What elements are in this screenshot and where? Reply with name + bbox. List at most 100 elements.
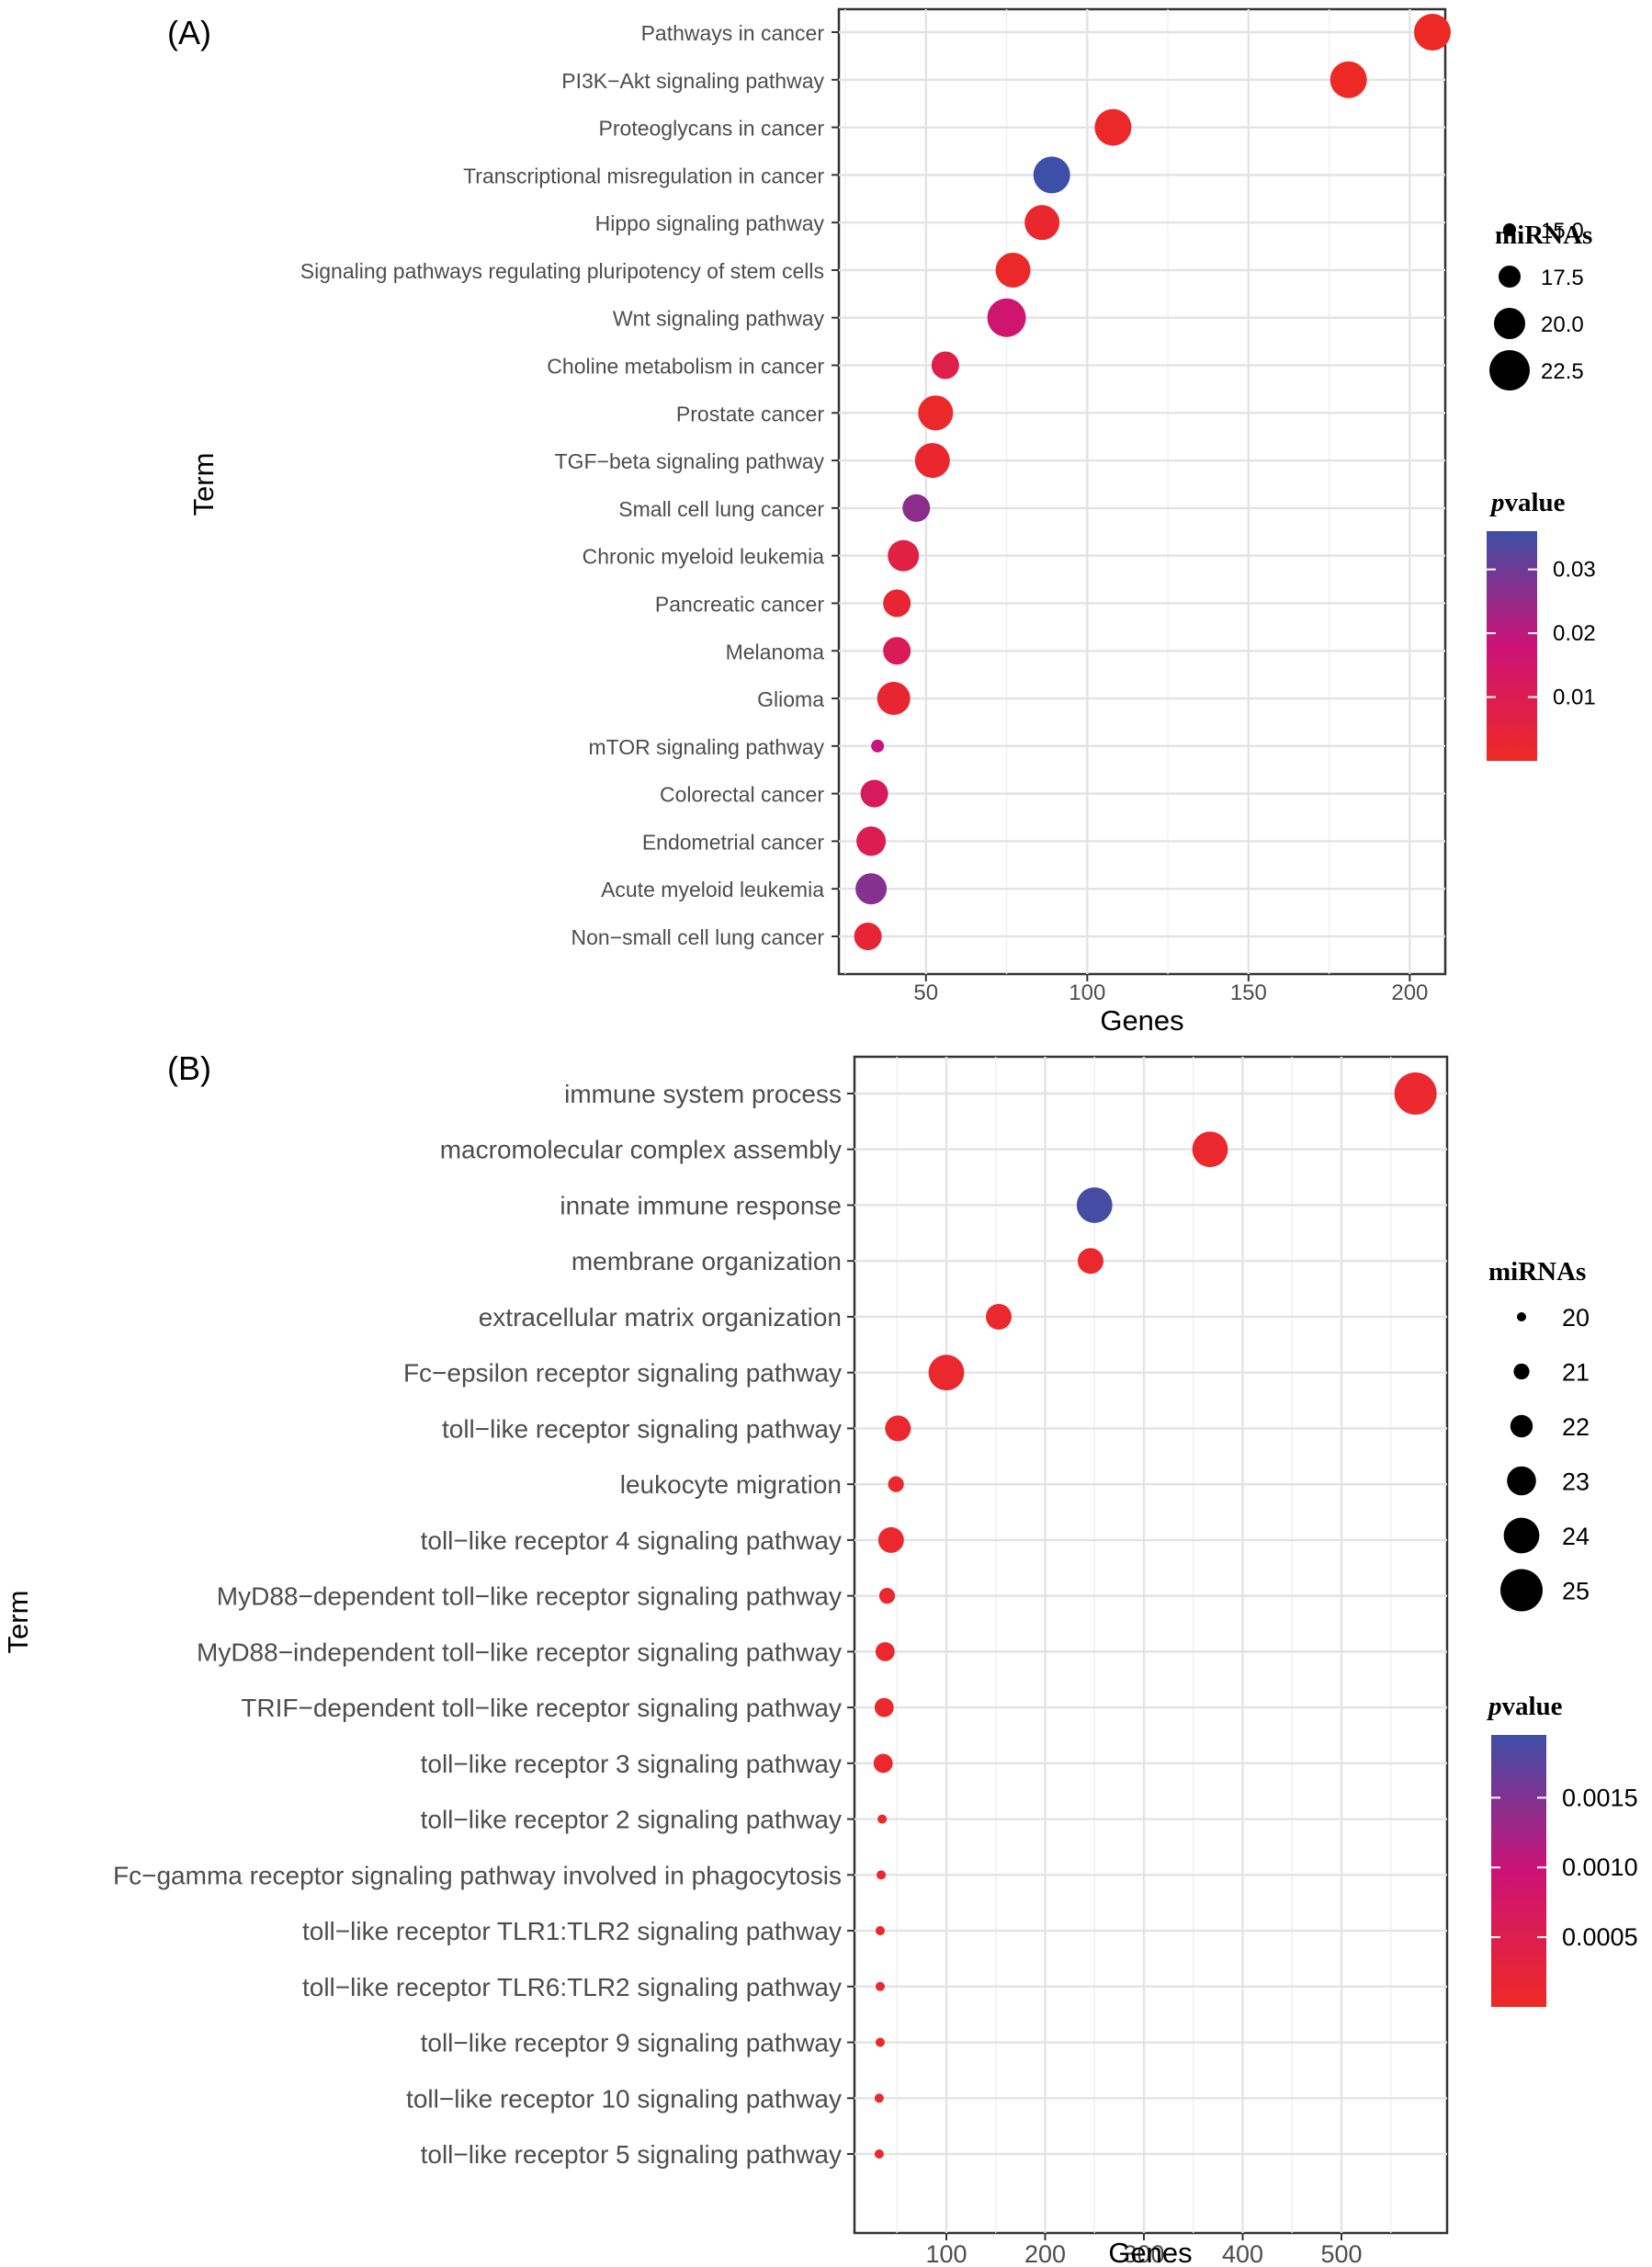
- data-point: [885, 1415, 911, 1442]
- size-legend-label: 20.0: [1541, 312, 1584, 337]
- panel-a-colorbar: [1487, 531, 1537, 761]
- term-label: PI3K−Akt signaling pathway: [561, 69, 824, 93]
- data-point: [987, 298, 1026, 337]
- panel-a: (A) 50 100 150 200 Pathways in cancer PI3K−A…: [167, 7, 1596, 1037]
- panel-a-color-legend: pvalue 0.01 0.02 0.03: [1487, 488, 1596, 761]
- term-label: toll−like receptor 3 signaling pathway: [421, 1750, 842, 1778]
- data-point: [888, 1476, 904, 1492]
- x-tick-label: 300: [1123, 2240, 1164, 2267]
- panel-a-x-axis-title: Genes: [1100, 1004, 1183, 1037]
- x-tick-label: 100: [925, 2240, 967, 2267]
- data-point: [1394, 1072, 1437, 1115]
- term-label: toll−like receptor 2 signaling pathway: [421, 1806, 842, 1834]
- term-label: mTOR signaling pathway: [588, 735, 824, 759]
- term-label: membrane organization: [571, 1247, 842, 1275]
- panel-b-x-ticks: 100 200 300 400 500: [847, 1093, 1363, 2267]
- term-label: Endometrial cancer: [642, 830, 824, 854]
- data-point: [874, 1697, 894, 1717]
- term-label: toll−like receptor TLR6:TLR2 signaling p…: [302, 1973, 842, 2001]
- term-label: macromolecular complex assembly: [440, 1136, 842, 1164]
- panel-b-size-legend: miRNAs 20 21 22 23 24 25: [1488, 1257, 1590, 1612]
- data-point: [875, 1926, 885, 1936]
- panel-b-color-legend: pvalue 0.0005 0.0010 0.0015: [1486, 1692, 1638, 2007]
- data-point: [995, 252, 1031, 288]
- size-legend-label: 22.5: [1541, 359, 1584, 384]
- panel-a-plot-area: [837, 7, 1447, 976]
- panel-b-term-labels: immune system process macromolecular comp…: [113, 1080, 842, 2169]
- size-legend-label: 22: [1562, 1413, 1590, 1441]
- x-tick-label: 200: [1024, 2240, 1066, 2267]
- term-label: Signaling pathways regulating pluripoten…: [300, 259, 824, 283]
- term-label: toll−like receptor 9 signaling pathway: [421, 2029, 842, 2057]
- size-legend-label: 24: [1562, 1523, 1590, 1550]
- x-tick-label: 200: [1391, 980, 1428, 1005]
- term-label: Acute myeloid leukemia: [601, 878, 824, 901]
- size-legend-label: 23: [1562, 1468, 1590, 1496]
- size-legend-dot: [1500, 1569, 1543, 1612]
- data-point: [874, 2093, 884, 2103]
- term-label: TGF−beta signaling pathway: [555, 449, 825, 473]
- size-legend-label: 21: [1562, 1359, 1590, 1387]
- term-label: extracellular matrix organization: [479, 1303, 842, 1332]
- panel-a-points: [854, 14, 1451, 950]
- data-point: [883, 637, 911, 665]
- size-legend-dot: [1503, 223, 1516, 236]
- size-legend-dot: [1507, 1466, 1536, 1496]
- data-point: [931, 351, 959, 380]
- colorbar-tick-label: 0.0005: [1562, 1923, 1638, 1951]
- data-point: [874, 2149, 884, 2159]
- data-point: [1094, 108, 1132, 146]
- panel-a-color-legend-title: pvalue: [1488, 488, 1566, 517]
- term-label: Pancreatic cancer: [655, 592, 824, 616]
- data-point: [877, 1870, 887, 1880]
- data-point: [914, 443, 950, 479]
- term-label: immune system process: [564, 1080, 842, 1108]
- data-point: [902, 493, 931, 522]
- size-legend-dot: [1489, 350, 1530, 391]
- term-label: Transcriptional misregulation in cancer: [463, 164, 824, 187]
- term-label: Non−small cell lung cancer: [571, 925, 825, 949]
- x-tick-label: 100: [1069, 980, 1105, 1005]
- x-tick-label: 400: [1222, 2240, 1263, 2267]
- size-legend-dot: [1503, 1517, 1540, 1554]
- term-label: TRIF−dependent toll−like receptor signal…: [241, 1694, 842, 1722]
- data-point: [875, 1641, 895, 1661]
- panel-b-x-axis-title: Genes: [1108, 2237, 1192, 2267]
- panel-a-y-axis-title: Term: [187, 453, 220, 516]
- data-point: [873, 1753, 893, 1774]
- data-point: [856, 826, 887, 856]
- size-legend-dot: [1517, 1312, 1526, 1321]
- data-point: [985, 1303, 1012, 1330]
- panel-b-color-legend-title: pvalue: [1486, 1692, 1563, 1721]
- panel-a-x-ticks: 50 100 150 200: [832, 31, 1428, 1005]
- colorbar-tick-label: 0.01: [1553, 686, 1596, 710]
- size-legend-label: 15.0: [1541, 219, 1584, 244]
- size-legend-label: 20: [1562, 1304, 1590, 1332]
- term-label: Choline metabolism in cancer: [547, 355, 824, 379]
- term-label: toll−like receptor signaling pathway: [442, 1414, 842, 1443]
- term-label: toll−like receptor 10 signaling pathway: [406, 2084, 842, 2113]
- term-label: Wnt signaling pathway: [613, 307, 825, 331]
- colorbar-tick-label: 0.03: [1553, 558, 1596, 583]
- panel-a-grid: [839, 9, 1445, 974]
- size-legend-dot: [1494, 308, 1525, 339]
- data-point: [877, 1526, 904, 1553]
- term-label: Fc−gamma receptor signaling pathway invo…: [113, 1861, 842, 1889]
- term-label: Glioma: [757, 687, 824, 711]
- data-point: [883, 589, 911, 618]
- term-label: Colorectal cancer: [660, 783, 824, 807]
- term-label: MyD88−independent toll−like receptor sig…: [197, 1638, 842, 1666]
- data-point: [1077, 1248, 1103, 1275]
- data-point: [1330, 61, 1367, 98]
- term-label: Chronic myeloid leukemia: [583, 545, 825, 569]
- data-point: [875, 1981, 885, 1991]
- panel-b-color-legend-title-rest: value: [1502, 1692, 1563, 1721]
- size-legend-label: 25: [1562, 1578, 1590, 1605]
- data-point: [860, 779, 888, 808]
- data-point: [918, 395, 954, 431]
- term-label: Proteoglycans in cancer: [599, 117, 825, 141]
- panel-b-points: [873, 1072, 1437, 2159]
- x-tick-label: 500: [1320, 2240, 1362, 2267]
- data-point: [854, 923, 882, 950]
- panel-a-label: (A): [167, 14, 211, 51]
